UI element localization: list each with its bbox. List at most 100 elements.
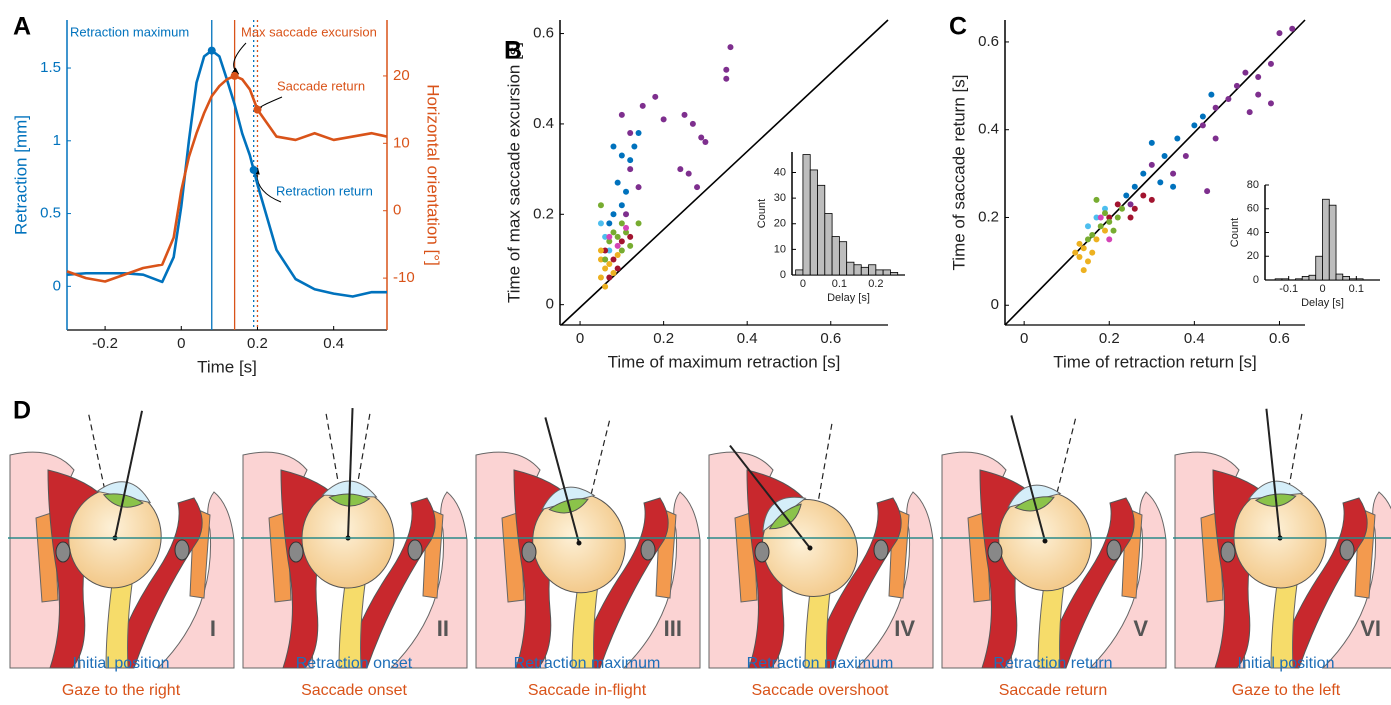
scatter-point <box>689 120 696 127</box>
scatter-point <box>1225 95 1232 102</box>
scatter-point <box>677 166 684 173</box>
y-axis-label: Retraction [mm] <box>11 115 30 235</box>
y-tick-label: 0.4 <box>978 121 999 138</box>
scatter-point <box>623 224 630 231</box>
retraction-label: Retraction return <box>993 655 1112 672</box>
scatter-point <box>1106 214 1113 221</box>
annotation-label: Retraction maximum <box>70 24 189 39</box>
pulley <box>873 539 889 561</box>
x-tick-label: 0 <box>576 330 584 347</box>
y2-tick-label: 20 <box>393 67 410 84</box>
y-tick-label: 80 <box>1247 179 1259 191</box>
scatter-point <box>1148 161 1155 168</box>
histogram-bar <box>802 154 811 276</box>
scatter-point <box>1170 183 1177 190</box>
scatter-point <box>1199 122 1206 129</box>
step-numeral: II <box>437 616 449 641</box>
scatter-point <box>606 220 613 227</box>
scatter-point <box>610 256 617 263</box>
pulley <box>1339 539 1355 561</box>
histogram-bar <box>890 272 899 276</box>
x-tick-label: 0.4 <box>323 335 344 352</box>
x-tick-label: 0.2 <box>653 330 674 347</box>
y-tick-label: 0 <box>53 277 61 294</box>
scatter-point <box>702 139 709 145</box>
scatter-point <box>1093 236 1100 243</box>
step-numeral: III <box>664 616 682 641</box>
x-tick-label: 0.6 <box>1269 330 1290 347</box>
gaze-axis <box>1010 415 1046 542</box>
scatter-point <box>727 44 734 51</box>
scatter-point <box>681 111 688 118</box>
optic-nerve <box>1270 583 1298 669</box>
scatter-point <box>1110 227 1117 234</box>
scatter-point <box>698 134 705 141</box>
panel-label: D <box>13 397 31 425</box>
scatter-point <box>1102 210 1108 217</box>
cornea <box>541 486 596 511</box>
scatter-point <box>1089 249 1096 256</box>
histogram-bar <box>1281 278 1290 281</box>
eye-center <box>1042 538 1048 544</box>
eye-schematic: V Retraction return Saccade return <box>940 414 1167 699</box>
x-tick-label: 0 <box>177 335 185 352</box>
x-axis-label: Time of maximum retraction [s] <box>608 352 841 371</box>
step-numeral: IV <box>894 616 915 641</box>
scatter-point <box>1093 196 1100 203</box>
retraction-label: Retraction maximum <box>514 655 661 672</box>
retraction-label: Retraction maximum <box>747 655 894 672</box>
scatter-point <box>1267 100 1274 107</box>
gaze-axis <box>729 444 811 549</box>
histogram-bar <box>838 241 848 276</box>
y-tick-label: 20 <box>774 218 786 230</box>
scatter-point <box>1131 183 1138 190</box>
y-tick-label: 0 <box>1253 274 1259 286</box>
histogram-bar <box>1308 274 1317 281</box>
histogram-bar <box>882 269 891 276</box>
scatter-point <box>602 247 609 254</box>
gaze-axis <box>544 417 580 544</box>
scatter-point <box>627 166 634 173</box>
scatter-point <box>623 188 630 195</box>
scatter-point <box>1148 139 1155 146</box>
scatter-point <box>618 220 625 227</box>
scatter-point <box>1119 205 1126 212</box>
histogram-bar <box>846 261 855 276</box>
histogram-bar <box>868 264 877 276</box>
scatter-point <box>618 202 625 209</box>
y-axis-label: Count <box>756 199 768 228</box>
scatter-point <box>1127 214 1134 221</box>
scatter-point <box>639 102 646 109</box>
annotation-label: Retraction return <box>276 183 373 198</box>
histogram-bar <box>1355 278 1364 281</box>
scatter-point <box>606 233 613 240</box>
scatter-point <box>606 247 613 254</box>
y-tick-label: 40 <box>1247 226 1259 238</box>
scatter-point <box>1123 192 1130 199</box>
panel-label: A <box>13 13 31 41</box>
scatter-point <box>1267 60 1274 67</box>
pulley <box>754 541 770 563</box>
x-axis-label: Time [s] <box>197 357 257 376</box>
y-tick-label: 0 <box>991 296 999 313</box>
y-tick-label: 1 <box>53 132 61 149</box>
scatter-point <box>1084 223 1091 230</box>
saccade-label: Saccade onset <box>301 682 407 699</box>
scatter-point <box>627 157 634 164</box>
line-series <box>66 49 387 298</box>
y2-tick-label: 10 <box>393 134 410 151</box>
pulley <box>521 541 537 563</box>
scatter-point <box>623 229 630 236</box>
x-tick-label: 0.4 <box>737 330 758 347</box>
scatter-point <box>618 152 625 159</box>
pulley <box>288 541 304 563</box>
scatter-point <box>1255 74 1262 81</box>
histogram-bar <box>1342 276 1350 281</box>
scatter-point <box>1093 214 1100 221</box>
gaze-axis <box>347 408 354 539</box>
x-tick-label: 0.1 <box>1349 283 1364 295</box>
scatter-point <box>1161 153 1168 160</box>
